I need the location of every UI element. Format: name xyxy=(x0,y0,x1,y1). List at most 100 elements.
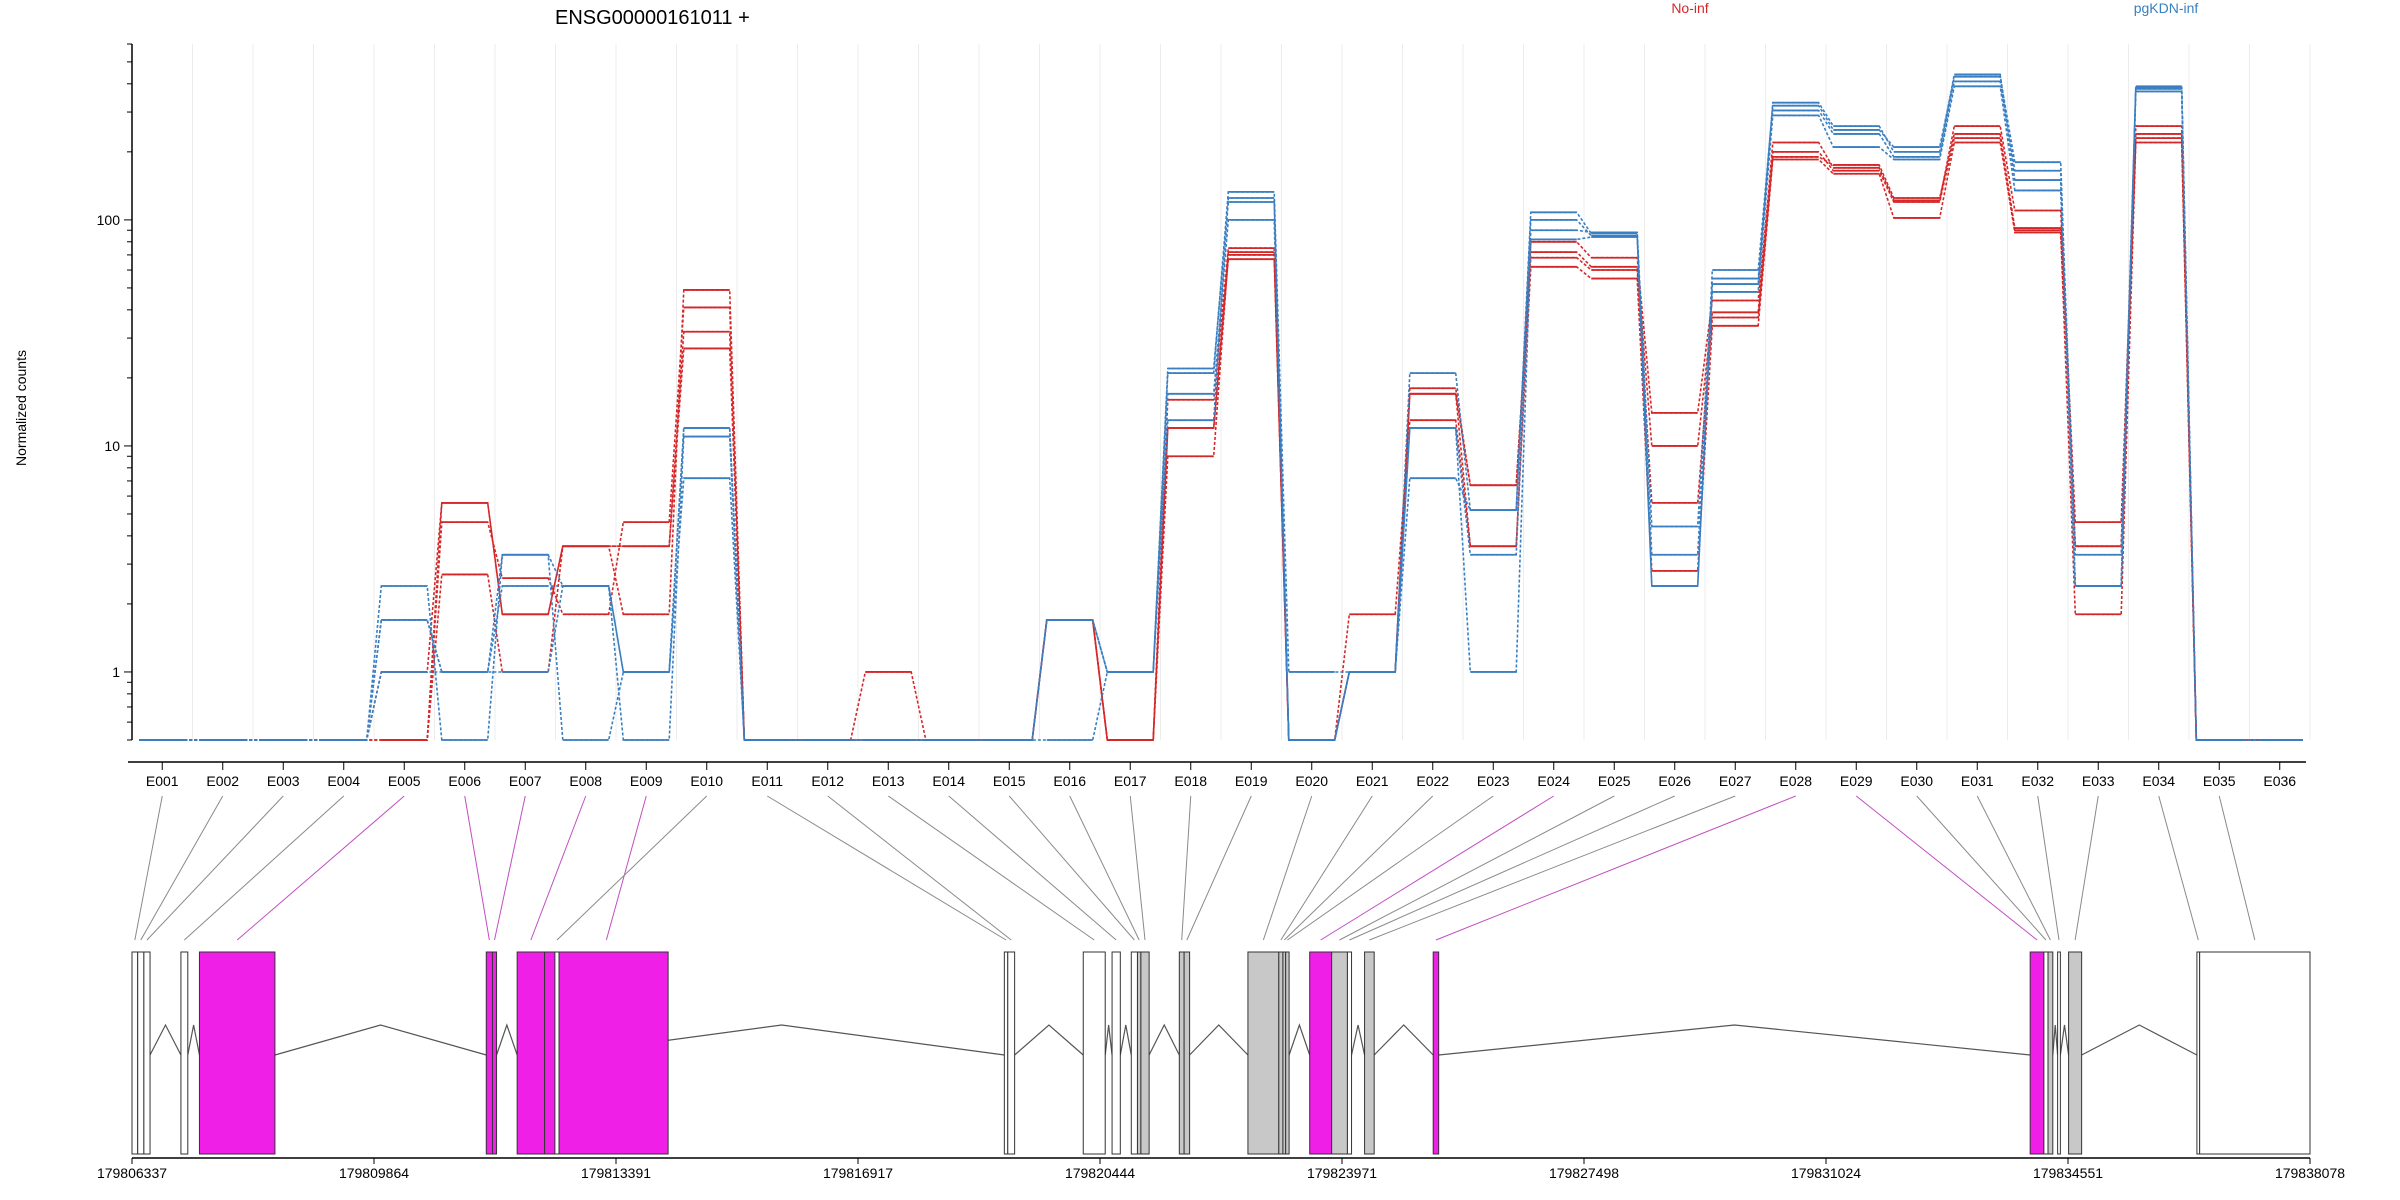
genomic-tick-label: 179816917 xyxy=(823,1165,893,1181)
intron xyxy=(149,1023,182,1056)
plot-grid xyxy=(131,44,2311,740)
intron xyxy=(1350,1024,1366,1056)
exon-box xyxy=(1140,951,1150,1155)
x-tick-label: E033 xyxy=(2082,773,2115,789)
genomic-tick-label: 179823971 xyxy=(1307,1165,1377,1181)
exon-box xyxy=(1136,951,1142,1155)
y-axis-label: Normalized counts xyxy=(13,350,29,466)
x-tick-label: E024 xyxy=(1537,773,1570,789)
exon-mapping-line xyxy=(1181,795,1192,941)
exon-box xyxy=(491,951,498,1155)
series-lines xyxy=(139,73,2303,741)
x-tick-label: E027 xyxy=(1719,773,1752,789)
x-tick-label: E015 xyxy=(993,773,1026,789)
exon-mapping-line xyxy=(1283,795,1434,941)
exon-box xyxy=(1247,951,1280,1155)
genomic-tick-label: 179834551 xyxy=(2033,1165,2103,1181)
x-tick-label: E006 xyxy=(448,773,481,789)
exon-box xyxy=(2068,951,2083,1155)
exon-mapping-line xyxy=(2074,795,2099,941)
x-tick-label: E017 xyxy=(1114,773,1147,789)
x-tick-label: E001 xyxy=(146,773,179,789)
x-tick-label: E005 xyxy=(388,773,421,789)
y-tick-label: 10 xyxy=(104,438,120,454)
exon-box xyxy=(516,951,546,1155)
x-tick-label: E023 xyxy=(1477,773,1510,789)
exon-box xyxy=(1331,951,1348,1155)
x-tick-label: E010 xyxy=(690,773,723,789)
exon-box xyxy=(1183,951,1191,1155)
exon-mapping-line xyxy=(530,795,587,941)
x-tick-label: E034 xyxy=(2142,773,2175,789)
exon-mapping-line xyxy=(1976,795,2051,941)
x-tick-label: E029 xyxy=(1840,773,1873,789)
exon-mapping-line xyxy=(2218,795,2256,941)
exon-mapping-line xyxy=(1287,795,1494,941)
exon-box xyxy=(554,951,560,1155)
exon-mapping-line xyxy=(1369,795,1736,941)
exon-box xyxy=(198,951,276,1155)
exon-box xyxy=(1285,951,1290,1155)
x-tick-label: E030 xyxy=(1900,773,1933,789)
exon-mapping-line xyxy=(1008,795,1135,941)
x-tick-label: E013 xyxy=(872,773,905,789)
exon-mapping-lines xyxy=(134,795,2256,941)
x-tick-label: E002 xyxy=(206,773,239,789)
exon-mapping-line xyxy=(1320,795,1555,941)
genomic-tick-label: 179809864 xyxy=(339,1165,409,1181)
exon-box xyxy=(485,951,493,1155)
x-tick-label: E036 xyxy=(2263,773,2296,789)
intron xyxy=(1104,1024,1113,1056)
x-tick-label: E007 xyxy=(509,773,542,789)
exon-mapping-line xyxy=(1916,795,2047,941)
exon-mapping-line xyxy=(1129,795,1146,941)
exon-mapping-line xyxy=(766,795,1007,941)
exon-mapping-line xyxy=(140,795,224,941)
legend-pgkdn-inf: pgKDN-inf xyxy=(2134,0,2199,16)
exon-box xyxy=(180,951,189,1155)
exon-box xyxy=(2043,951,2049,1155)
y-tick-label: 1 xyxy=(112,664,120,680)
intron xyxy=(274,1024,487,1056)
exon-mapping-line xyxy=(1186,795,1252,941)
exon-box xyxy=(2199,951,2311,1155)
intron xyxy=(495,1023,518,1056)
exon-mapping-line xyxy=(1349,795,1675,941)
x-tick-label: E016 xyxy=(1053,773,1086,789)
exon-box xyxy=(1432,951,1440,1155)
x-tick-label: E026 xyxy=(1658,773,1691,789)
exon-box xyxy=(131,951,139,1155)
x-tick-label: E025 xyxy=(1598,773,1631,789)
genomic-tick-label: 179831024 xyxy=(1791,1165,1861,1181)
legend-no-inf: No-inf xyxy=(1671,0,1708,16)
exon-box xyxy=(1278,951,1284,1155)
intron xyxy=(1119,1024,1132,1056)
exon-box xyxy=(1082,951,1106,1155)
exon-mapping-line xyxy=(556,795,708,941)
exon-box xyxy=(544,951,669,1155)
intron xyxy=(187,1024,201,1056)
exon-mapping-line xyxy=(236,795,405,941)
exon-box xyxy=(1111,951,1121,1155)
x-tick-label: E012 xyxy=(811,773,844,789)
intron xyxy=(1438,1024,2031,1056)
exon-mapping-line xyxy=(605,795,647,941)
genomic-tick-label: 179838078 xyxy=(2275,1165,2345,1181)
intron xyxy=(1148,1023,1180,1056)
x-tick-label: E011 xyxy=(751,773,783,789)
exon-box xyxy=(1346,951,1353,1155)
intron xyxy=(1189,1024,1249,1056)
genomic-tick-label: 179827498 xyxy=(1549,1165,1619,1181)
exon-mapping-line xyxy=(146,795,284,941)
exon-mapping-line xyxy=(2158,795,2199,941)
gene-model xyxy=(131,951,2311,1155)
exon-mapping-line xyxy=(1262,795,1313,941)
x-tick-label: E028 xyxy=(1779,773,1812,789)
x-tick-label: E020 xyxy=(1295,773,1328,789)
genomic-tick-label: 179820444 xyxy=(1065,1165,1135,1181)
intron xyxy=(2081,1024,2198,1056)
intron xyxy=(1373,1024,1434,1056)
exon-mapping-line xyxy=(464,795,490,941)
exon-mapping-line xyxy=(184,795,345,941)
